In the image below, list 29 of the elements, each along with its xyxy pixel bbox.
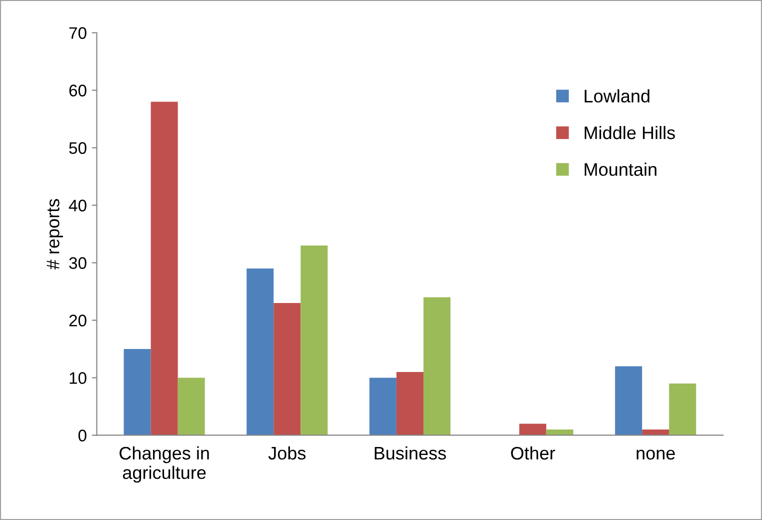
bar [396,372,424,436]
x-tick-label: Other [511,446,556,460]
y-tick-label: 0 [78,430,86,442]
legend-label: Lowland [584,89,650,103]
y-tick-label: 50 [69,142,86,154]
legend-label: Middle Hills [584,126,675,140]
y-tick-label: 10 [70,372,86,384]
bar [274,302,301,436]
bar [300,246,328,436]
bar [150,102,178,436]
bar [423,297,450,436]
y-tick-label: 20 [69,314,86,326]
x-tick-label: Business [374,446,446,460]
bar [615,366,642,436]
y-tick-label: 70 [69,27,86,39]
bar [246,268,274,436]
bar [669,383,696,436]
x-tick-label: Jobs [268,446,306,460]
bar [124,348,151,436]
bar [519,424,546,436]
legend-label: Mountain [584,162,656,176]
x-tick-label: none [636,450,675,460]
y-axis-title: # reports [46,199,63,270]
y-tick-label: 30 [69,257,86,269]
x-tick-label: Changes in agriculture [120,446,209,483]
y-tick-label: 40 [68,200,86,212]
bar [178,378,205,436]
y-tick-label: 60 [69,84,86,96]
bar [369,378,396,436]
